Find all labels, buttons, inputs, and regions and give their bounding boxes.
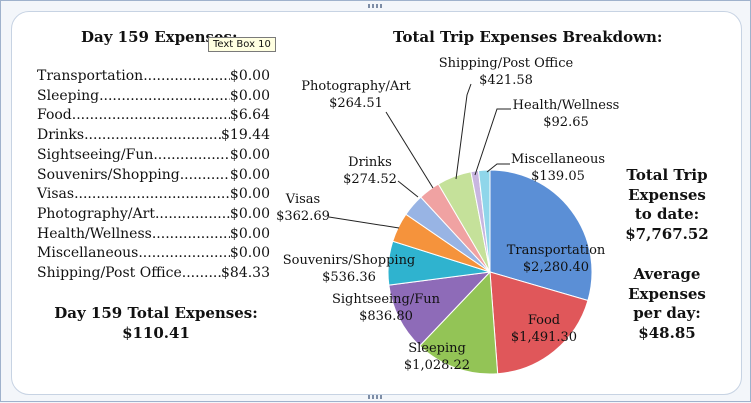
day-expense-amount: $0.00: [229, 186, 270, 203]
day-expense-amount: $6.64: [229, 107, 270, 124]
leader-line: [474, 108, 511, 176]
day-expense-row: Miscellaneous $0.00: [37, 244, 270, 264]
textbox-tooltip: Text Box 10: [208, 37, 276, 52]
day-expense-row: Souvenirs/Shopping $0.00: [37, 166, 270, 186]
avg-label-line3: per day:: [633, 304, 701, 322]
day-total-value: $110.41: [122, 324, 190, 342]
leader-line: [455, 83, 472, 180]
pie-slice-transportation: [489, 169, 593, 302]
day-expense-row: Photography/Art $0.00: [37, 205, 270, 225]
day-expense-amount: $0.00: [229, 166, 270, 183]
pie-label-photography-art: Photography/Art $264.51: [301, 79, 411, 111]
pie-label-drinks: Drinks $274.52: [343, 155, 397, 187]
day-expense-row: Visas $0.00: [37, 185, 270, 205]
pie-label-miscellaneous: Miscellaneous $139.05: [511, 152, 605, 184]
day-expense-amount: $0.00: [229, 146, 270, 163]
day-expense-row: Food $6.64: [37, 106, 270, 126]
day-expense-label: Food: [37, 107, 72, 124]
day-total: Day 159 Total Expenses: $110.41: [41, 303, 271, 343]
day-expense-label: Transportation: [37, 68, 144, 84]
pie-slice-sleeping: [418, 270, 499, 375]
day-expense-label: Sleeping: [37, 87, 100, 104]
pie-slice-food: [489, 271, 589, 375]
day-expense-row: Drinks $19.44: [37, 126, 270, 146]
avg-label-line2: Expenses: [628, 284, 706, 303]
total-value: $7,767.52: [625, 224, 709, 243]
pie-label-visas: Visas $362.69: [276, 192, 330, 224]
pie-label-food: Food $1,491.30: [511, 313, 577, 345]
leader-line: [328, 216, 400, 229]
leader-line: [385, 111, 434, 189]
day-expense-label: Shipping/Post Office: [37, 265, 182, 282]
day-expense-amount: $0.00: [229, 205, 270, 222]
day-expense-row: Sleeping $0.00: [37, 87, 270, 107]
pie-label-health-wellness: Health/Wellness $92.65: [513, 98, 620, 130]
leader-line: [486, 163, 510, 173]
day-expense-amount: $84.33: [221, 265, 270, 282]
day-expense-row: Transportation $0.00: [37, 67, 270, 87]
day-title: Day 159 Expenses:: [81, 28, 238, 46]
day-expense-label: Photography/Art: [37, 205, 155, 222]
avg-value: $48.85: [638, 323, 696, 342]
pie-label-souvenirs-shopping: Souvenirs/Shopping $536.36: [283, 253, 416, 285]
total-label-line1: Total Trip: [626, 166, 708, 184]
day-expense-amount: $0.00: [229, 87, 270, 104]
leader-line: [397, 180, 419, 198]
day-expense-label: Health/Wellness: [37, 225, 152, 242]
day-expense-amount: $0.00: [229, 68, 270, 84]
day-expense-row: Sightseeing/Fun $0.00: [37, 146, 270, 166]
pie-label-shipping-post-office: Shipping/Post Office $421.58: [439, 56, 574, 88]
total-trip-expenses: Total Trip Expenses to date: $7,767.52: [617, 166, 717, 244]
day-expense-row: Health/Wellness $0.00: [37, 225, 270, 245]
pie-label-sightseeing-fun: Sightseeing/Fun $836.80: [332, 292, 441, 324]
day-expense-label: Drinks: [37, 127, 85, 144]
day-expense-amount: $0.00: [229, 245, 270, 262]
day-expense-label: Souvenirs/Shopping: [37, 166, 180, 183]
avg-label-line1: Average: [633, 265, 701, 283]
average-expenses: Average Expenses per day: $48.85: [617, 265, 717, 343]
top-resize-handle[interactable]: [368, 4, 382, 8]
pie-label-sleeping: Sleeping $1,028.22: [404, 341, 470, 373]
day-expense-row: Shipping/Post Office $84.33: [37, 264, 270, 284]
day-expense-label: Miscellaneous: [37, 245, 139, 262]
pie-slice-sightseeing-fun: [388, 271, 492, 347]
total-label-line3: to date:: [634, 205, 700, 223]
day-expense-amount: $19.44: [221, 127, 270, 144]
day-expense-label: Visas: [37, 186, 75, 203]
chart-title: Total Trip Expenses Breakdown:: [393, 28, 663, 46]
bottom-resize-handle[interactable]: [368, 395, 382, 399]
total-label-line2: Expenses: [628, 185, 706, 204]
day-total-label: Day 159 Total Expenses:: [54, 304, 258, 322]
pie-label-transportation: Transportation $2,280.40: [507, 243, 606, 275]
day-expense-label: Sightseeing/Fun: [37, 146, 154, 163]
day-expense-list: Transportation $0.00 Sleeping $0.00 Food $6.6…: [37, 67, 270, 284]
day-expense-amount: $0.00: [229, 225, 270, 242]
